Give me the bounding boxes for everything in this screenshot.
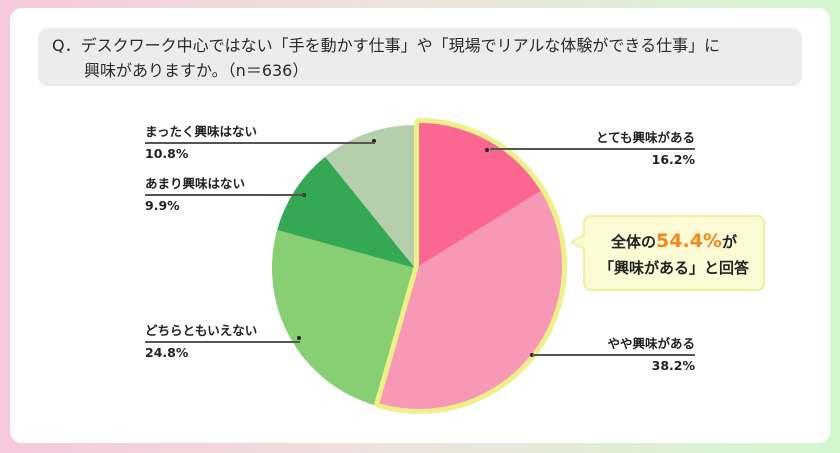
question-line-1: Q．デスクワーク中心ではない「手を動かす仕事」や「現場でリアルな体験ができる仕事… [52, 36, 721, 55]
leader-dot [297, 336, 301, 340]
label-not-interested: まったく興味はない 10.8% [145, 124, 375, 162]
label-name: どちらともいえない [145, 323, 258, 338]
label-very-interested: とても興味がある 16.2% [490, 130, 695, 168]
label-neutral: どちらともいえない 24.8% [145, 323, 300, 361]
pie-slice [277, 156, 415, 268]
label-name: やや興味がある [607, 336, 695, 351]
label-somewhat-interested: やや興味がある 38.2% [532, 336, 695, 374]
leader-dot [485, 148, 489, 152]
label-value: 24.8% [145, 344, 189, 360]
pie-slice [325, 125, 415, 268]
label-value: 38.2% [651, 357, 695, 373]
leader-underline [145, 341, 300, 343]
pie-slice [379, 191, 563, 409]
pie-slice [271, 230, 415, 406]
label-name: まったく興味はない [145, 124, 258, 139]
leader-underline [490, 148, 695, 150]
label-value: 9.9% [145, 197, 180, 213]
callout-highlight: 54.4% [656, 230, 722, 252]
label-value: 16.2% [651, 151, 695, 167]
label-name: とても興味がある [595, 130, 695, 145]
callout-tail-inner [573, 236, 585, 248]
leader-underline [145, 194, 305, 196]
callout-suffix: が [721, 233, 737, 251]
question-box: Q．デスクワーク中心ではない「手を動かす仕事」や「現場でリアルな体験ができる仕事… [38, 28, 802, 86]
question-line-2: 興味がありますか。（n＝636） [84, 61, 309, 80]
pie-slice [419, 123, 541, 266]
callout-box: 全体の54.4%が 「興味がある」と回答 [583, 215, 765, 291]
callout-line-2: 「興味がある」と回答 [598, 259, 749, 277]
label-name: あまり興味はない [145, 176, 246, 191]
label-not-very-interested: あまり興味はない 9.9% [145, 176, 305, 214]
leader-underline [532, 354, 695, 356]
callout-prefix: 全体の [611, 233, 657, 251]
leader-underline [145, 142, 375, 144]
label-value: 10.8% [145, 145, 189, 161]
